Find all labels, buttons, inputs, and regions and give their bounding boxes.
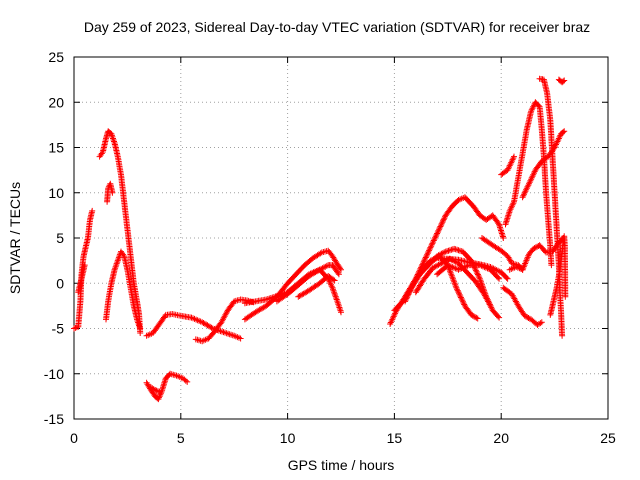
grid-layer [74, 57, 608, 419]
series-markers [143, 311, 244, 342]
series-markers [547, 233, 569, 318]
series-markers [502, 99, 555, 269]
series-markers [147, 384, 163, 395]
data-series [143, 370, 191, 403]
series-markers [519, 128, 568, 201]
y-axis-title: SDTVAR / TECUs [7, 182, 23, 294]
data-series [502, 99, 555, 269]
data-series [500, 284, 545, 328]
data-series [519, 128, 568, 201]
y-tick-label: -10 [44, 366, 64, 382]
x-axis-title: GPS time / hours [288, 457, 395, 473]
data-series [295, 273, 338, 300]
series-markers [434, 262, 503, 282]
series-markers [555, 76, 568, 86]
tick-layer: 0 5 10 15 20 25 -15 -10 -5 0 5 10 15 20 25 [44, 49, 616, 446]
data-series [96, 128, 144, 336]
data-series [241, 247, 344, 323]
y-tick-label: 15 [48, 140, 64, 156]
data-series [147, 384, 163, 395]
series-markers [103, 248, 144, 332]
y-tick-label: 5 [56, 230, 64, 246]
series-markers [96, 128, 144, 336]
series-markers [498, 153, 517, 178]
series-markers [500, 284, 545, 328]
series-markers [104, 180, 116, 205]
data-series [103, 248, 144, 332]
y-tick-label: 20 [48, 94, 64, 110]
y-tick-label: 10 [48, 185, 64, 201]
x-tick-label: 20 [493, 430, 509, 446]
data-series [434, 262, 503, 282]
y-tick-label: 0 [56, 275, 64, 291]
series-markers [295, 273, 338, 300]
series-markers [75, 262, 88, 296]
y-tick-label: -5 [52, 321, 65, 337]
y-tick-label: 25 [48, 49, 64, 65]
series-markers [241, 247, 344, 323]
data-series [555, 76, 568, 86]
chart-title: Day 259 of 2023, Sidereal Day-to-day VTE… [84, 19, 590, 35]
x-tick-label: 10 [280, 430, 296, 446]
data-series [536, 75, 566, 339]
series-markers [273, 266, 344, 316]
series-layer [71, 75, 569, 403]
y-tick-label: -15 [44, 411, 64, 427]
data-series [75, 262, 88, 296]
x-tick-label: 15 [387, 430, 403, 446]
data-series [143, 311, 244, 342]
x-tick-label: 25 [600, 430, 616, 446]
series-markers [241, 262, 342, 307]
data-series [498, 153, 517, 178]
data-series [547, 233, 569, 318]
data-series [104, 180, 116, 205]
x-tick-label: 0 [70, 430, 78, 446]
data-series [273, 266, 344, 316]
x-tick-label: 5 [177, 430, 185, 446]
data-series [192, 296, 257, 345]
series-line [244, 264, 340, 304]
data-series [241, 262, 342, 307]
